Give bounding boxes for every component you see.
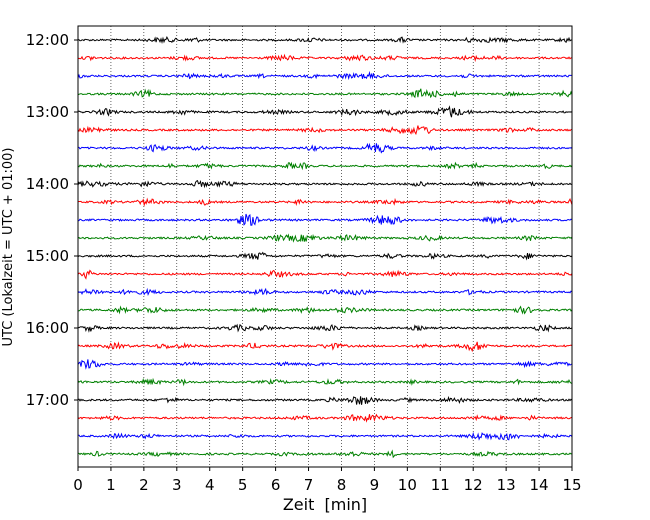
x-tick-label: 5 bbox=[238, 476, 248, 494]
y-tick-label: 16:00 bbox=[26, 319, 69, 337]
x-ticks: 0 1 2 3 4 5 6 7 8 9 10 11 12 13 14 15 bbox=[73, 467, 582, 494]
seismogram-trace bbox=[77, 395, 573, 405]
seismogram-trace bbox=[77, 197, 573, 207]
y-tick-label: 13:00 bbox=[26, 103, 69, 121]
x-tick-label: 13 bbox=[497, 476, 516, 494]
x-tick-label: 11 bbox=[431, 476, 450, 494]
x-tick-label: 9 bbox=[370, 476, 380, 494]
traces bbox=[77, 36, 573, 459]
seismogram-trace bbox=[77, 251, 573, 261]
seismogram-trace bbox=[77, 70, 573, 81]
x-tick-label: 4 bbox=[205, 476, 215, 494]
x-tick-label: 12 bbox=[464, 476, 483, 494]
seismogram-trace bbox=[77, 287, 573, 296]
seismogram-trace bbox=[77, 341, 573, 353]
x-tick-label: 14 bbox=[530, 476, 549, 494]
seismogram-trace bbox=[77, 179, 573, 189]
x-tick-label: 0 bbox=[73, 476, 83, 494]
seismogram-trace bbox=[77, 88, 573, 99]
seismogram-trace bbox=[77, 142, 573, 154]
seismogram-trace bbox=[77, 449, 573, 459]
seismogram-trace bbox=[77, 53, 573, 63]
plot-frame bbox=[77, 25, 573, 468]
seismogram-trace bbox=[77, 213, 573, 226]
seismogram-trace bbox=[77, 305, 573, 315]
seismogram-trace bbox=[77, 269, 573, 280]
y-ticks: 12:00 13:00 14:00 15:00 16:00 17:00 bbox=[26, 31, 78, 409]
seismogram-trace bbox=[77, 431, 573, 441]
y-tick-label: 17:00 bbox=[26, 391, 69, 409]
seismogram-trace bbox=[77, 125, 573, 136]
x-tick-label: 15 bbox=[562, 476, 581, 494]
x-tick-label: 3 bbox=[172, 476, 182, 494]
seismogram-trace bbox=[77, 36, 573, 45]
x-tick-label: 2 bbox=[139, 476, 149, 494]
x-tick-label: 8 bbox=[337, 476, 347, 494]
y-tick-label: 14:00 bbox=[26, 175, 69, 193]
seismogram-trace bbox=[77, 233, 573, 243]
seismogram-trace bbox=[77, 161, 573, 171]
seismogram-trace bbox=[77, 377, 573, 387]
seismogram-trace bbox=[77, 413, 573, 423]
seismogram-trace bbox=[77, 105, 573, 118]
x-tick-label: 6 bbox=[271, 476, 281, 494]
x-tick-label: 10 bbox=[398, 476, 417, 494]
x-tick-label: 7 bbox=[304, 476, 314, 494]
seismogram-trace bbox=[77, 359, 573, 370]
x-axis-title: Zeit [min] bbox=[283, 495, 367, 514]
y-axis-title: UTC (Lokalzeit = UTC + 01:00) bbox=[1, 148, 16, 347]
seismogram-trace bbox=[78, 323, 573, 333]
x-tick-label: 1 bbox=[106, 476, 116, 494]
y-tick-label: 15:00 bbox=[26, 247, 69, 265]
y-tick-label: 12:00 bbox=[26, 31, 69, 49]
